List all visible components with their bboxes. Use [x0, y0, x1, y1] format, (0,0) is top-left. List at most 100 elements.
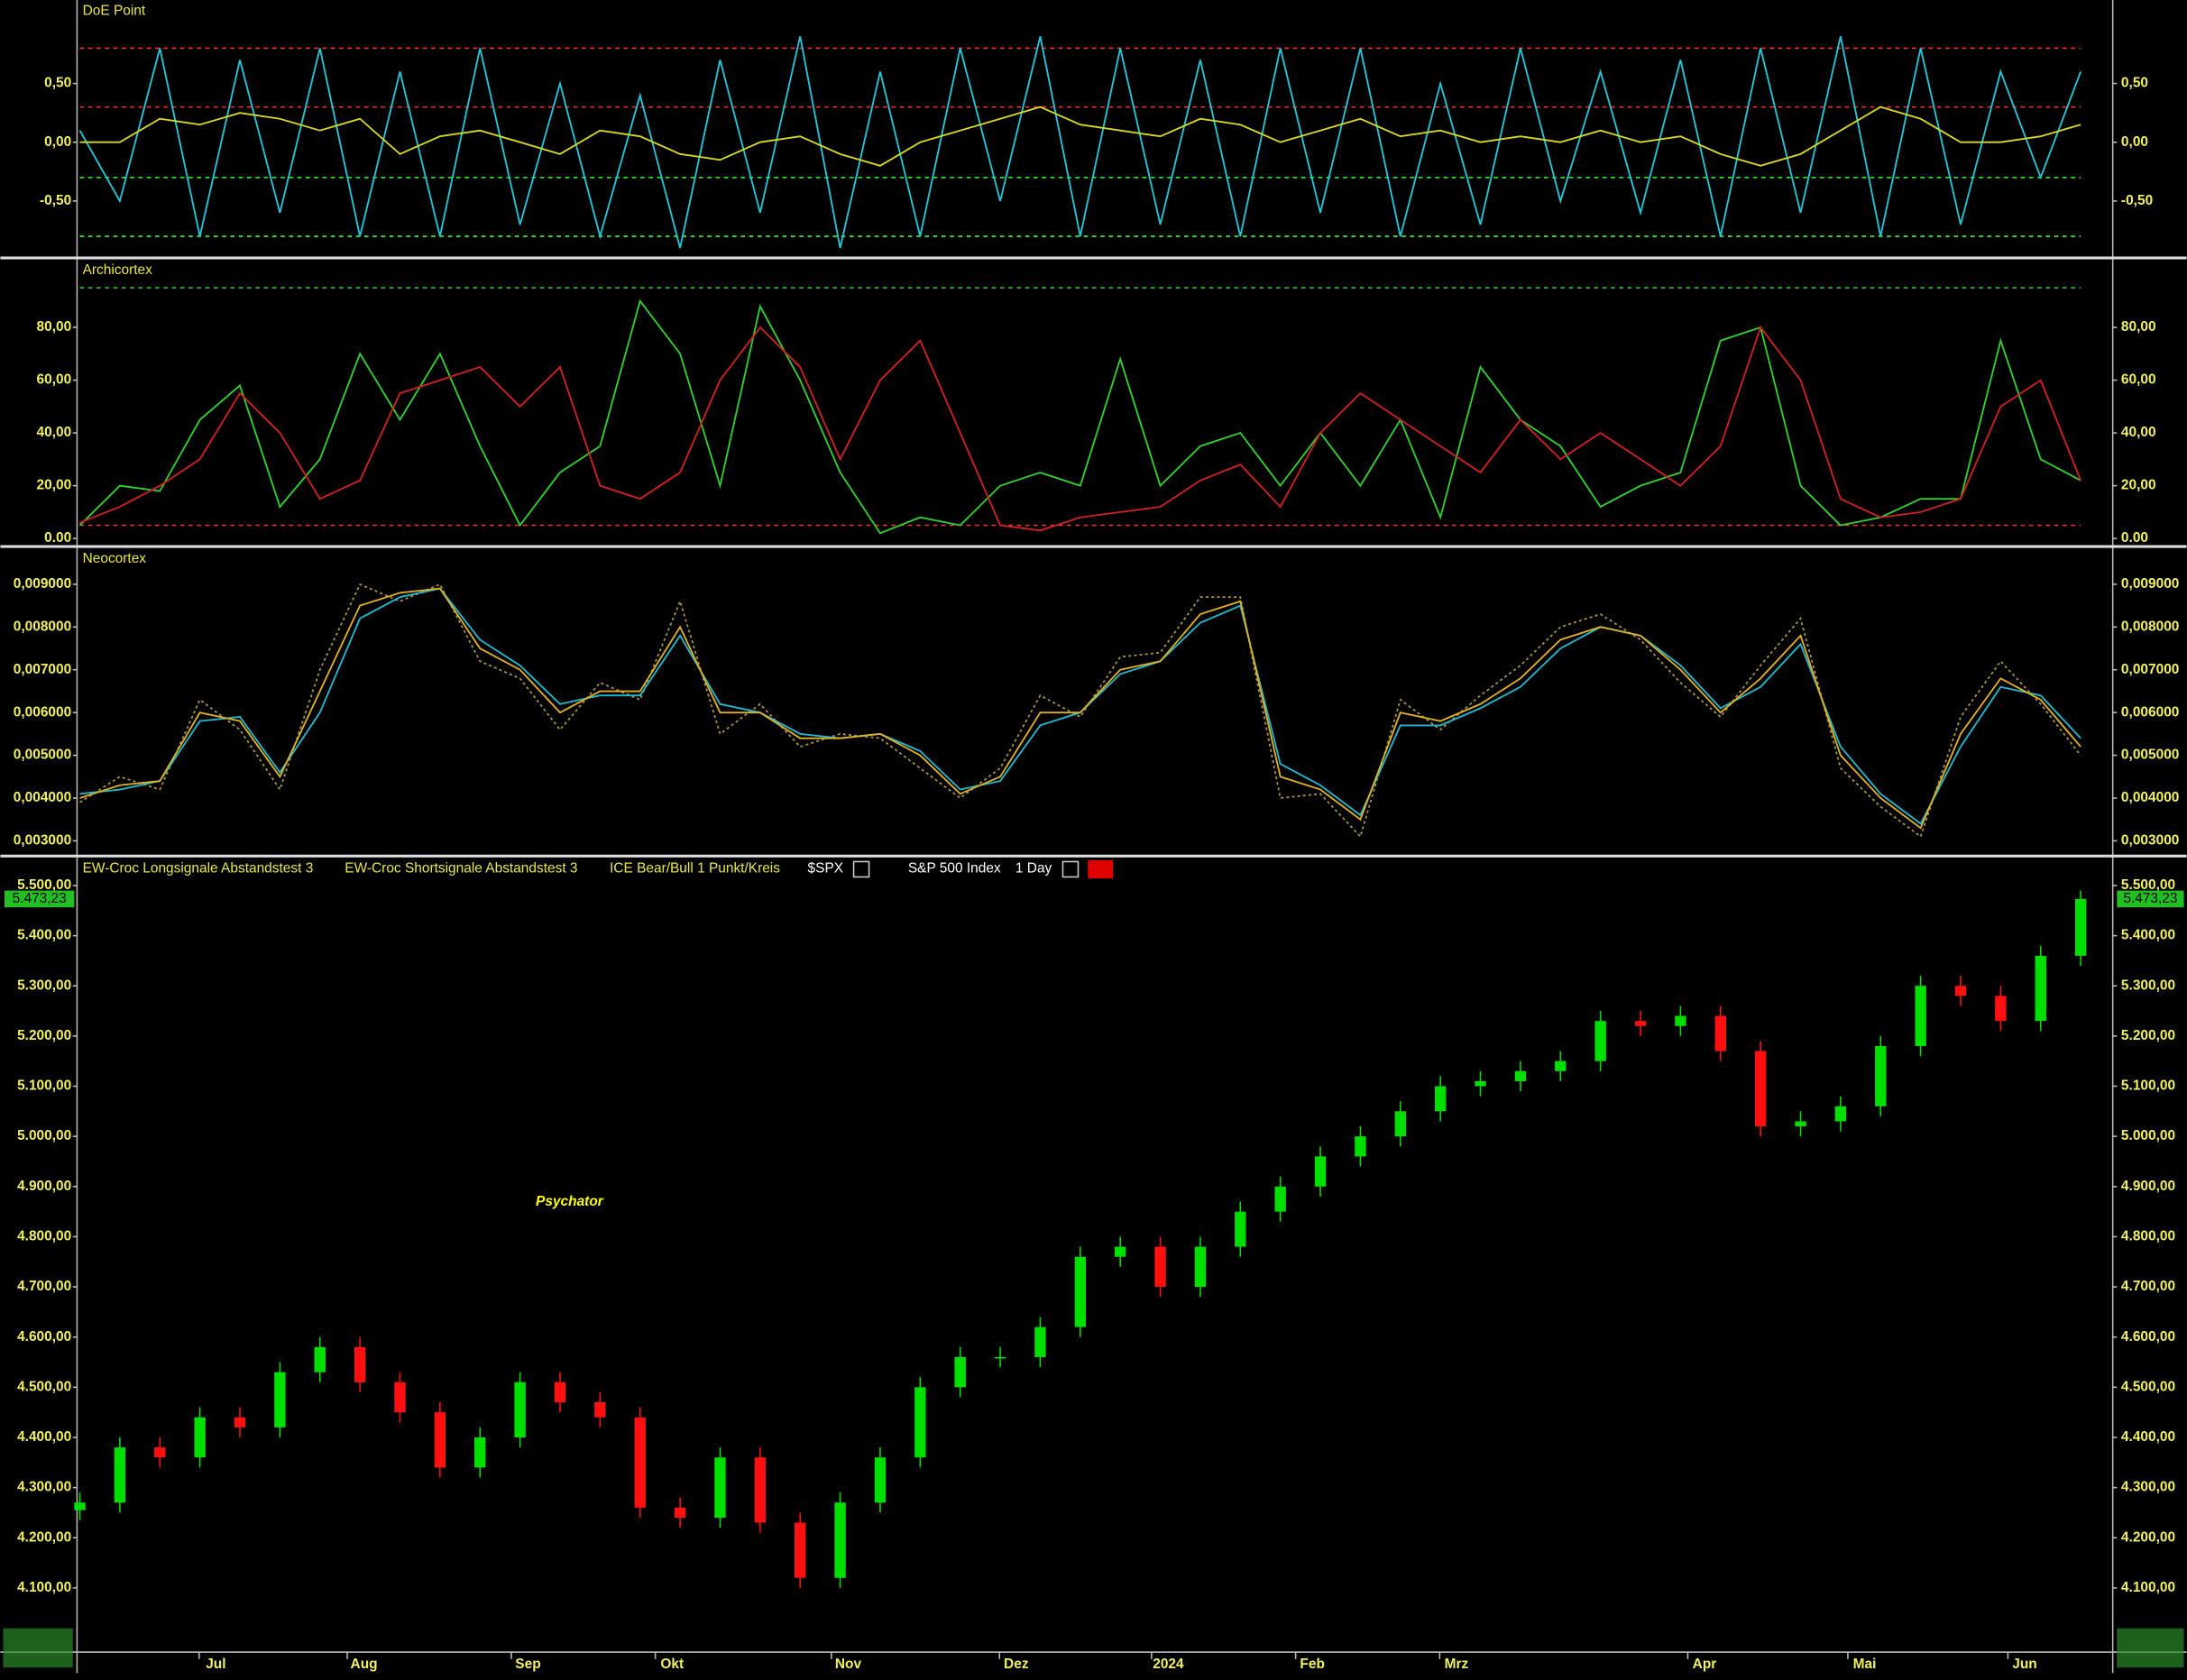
- y-tick-label: 0.00: [2121, 530, 2148, 546]
- candle-body: [434, 1412, 446, 1468]
- x-tick-label: Mrz: [1445, 1657, 1469, 1672]
- x-tick-label: Jun: [2012, 1657, 2036, 1672]
- x-tick-label: Nov: [835, 1657, 862, 1672]
- y-tick-label: 5.100,00: [2121, 1079, 2175, 1094]
- annotation: Psychator: [536, 1194, 604, 1209]
- y-tick-label: 0,005000: [14, 748, 71, 763]
- candle-body: [994, 1356, 1006, 1359]
- y-tick-label: 5.500,00: [2121, 877, 2175, 893]
- panel-title: Archicortex: [83, 262, 153, 278]
- y-tick-label: 60,00: [2121, 372, 2156, 388]
- y-tick-label: 0,00: [2121, 134, 2148, 150]
- candle-body: [1634, 1021, 1647, 1026]
- x-tick-label: Mai: [1853, 1657, 1877, 1672]
- panel-separator: [0, 256, 2187, 260]
- y-tick-label: 5.000,00: [17, 1128, 71, 1143]
- y-tick-label: 4.700,00: [17, 1279, 71, 1294]
- candle-body: [394, 1382, 406, 1413]
- dropdown-button: [852, 860, 870, 878]
- candle-body: [1034, 1327, 1046, 1357]
- candle-body: [2074, 898, 2087, 956]
- y-tick-label: 40,00: [2121, 425, 2156, 440]
- volume-widget: [2117, 1628, 2184, 1668]
- candle-body: [234, 1417, 246, 1428]
- candle-body: [1194, 1246, 1207, 1288]
- y-tick-label: 5.000,00: [2121, 1128, 2175, 1143]
- y-tick-label: 5.200,00: [2121, 1028, 2175, 1043]
- candle-body: [314, 1346, 326, 1372]
- candle-body: [1754, 1051, 1767, 1127]
- candle-body: [1875, 1046, 1887, 1106]
- y-tick-label: 5.400,00: [2121, 928, 2175, 943]
- x-tick-label: Feb: [1300, 1657, 1324, 1672]
- candle-body: [914, 1387, 926, 1458]
- candle-body: [1314, 1156, 1327, 1187]
- dropdown-button: [1061, 860, 1080, 878]
- candle-body: [354, 1346, 366, 1382]
- y-tick-label: 20,00: [37, 478, 72, 493]
- candle-body: [874, 1457, 887, 1503]
- y-tick-label: 0,009000: [2121, 576, 2179, 592]
- candle-body: [74, 1502, 86, 1510]
- candle-body: [1834, 1106, 1847, 1122]
- legend-entry: 1 Day: [1015, 860, 1052, 876]
- y-tick-label: 4.400,00: [17, 1429, 71, 1445]
- y-tick-label: 60,00: [37, 372, 72, 388]
- y-tick-label: 4.500,00: [2121, 1379, 2175, 1394]
- y-tick-label: 5.500,00: [17, 877, 71, 893]
- y-tick-label: 5.400,00: [17, 928, 71, 943]
- candle-body: [1594, 1021, 1606, 1061]
- candle-body: [514, 1382, 526, 1437]
- x-tick-label: Apr: [1693, 1657, 1717, 1672]
- candle-body: [1074, 1256, 1086, 1327]
- y-tick-label: 0,007000: [2121, 662, 2179, 677]
- x-tick-label: Jul: [206, 1657, 225, 1672]
- candle-body: [1555, 1060, 1567, 1071]
- candle-body: [114, 1447, 126, 1503]
- candle-body: [834, 1502, 846, 1578]
- y-tick-label: 5.300,00: [17, 978, 71, 993]
- candle-body: [1394, 1111, 1406, 1137]
- y-tick-label: 4.800,00: [2121, 1229, 2175, 1244]
- y-tick-label: 5.300,00: [2121, 978, 2175, 993]
- candle-body: [674, 1507, 686, 1518]
- y-tick-label: 40,00: [37, 425, 72, 440]
- candle-body: [474, 1437, 486, 1468]
- last-price-label: 5.473,23: [2123, 891, 2177, 906]
- candle-body: [554, 1382, 566, 1403]
- y-tick-label: -0,50: [40, 193, 71, 208]
- y-tick-label: 5.200,00: [17, 1028, 71, 1043]
- candle-body: [194, 1417, 206, 1458]
- panel-separator: [0, 545, 2187, 548]
- panel-separator: [0, 854, 2187, 858]
- candle-body: [954, 1356, 966, 1388]
- candle-body: [2035, 955, 2046, 1022]
- candle-body: [1514, 1070, 1527, 1081]
- candle-body: [1795, 1121, 1806, 1127]
- last-price-label: 5.473,23: [13, 891, 67, 906]
- y-tick-label: 4.500,00: [17, 1379, 71, 1394]
- x-tick-label: Okt: [660, 1657, 684, 1672]
- y-tick-label: 0,50: [2121, 76, 2148, 91]
- candle-body: [1434, 1086, 1447, 1112]
- y-tick-label: 0,009000: [14, 576, 71, 592]
- y-tick-label: 4.300,00: [17, 1480, 71, 1495]
- x-tick-label: Aug: [351, 1657, 378, 1672]
- candle-body: [594, 1402, 606, 1418]
- y-tick-label: 0,006000: [2121, 704, 2179, 720]
- candle-body: [1154, 1246, 1166, 1288]
- legend-entry: EW-Croc Longsignale Abstandstest 3: [83, 860, 314, 876]
- y-tick-label: 0,003000: [2121, 833, 2179, 849]
- indicator-line: [79, 587, 2081, 830]
- candle-body: [1995, 996, 2007, 1022]
- y-tick-label: 4.900,00: [17, 1179, 71, 1194]
- x-tick-label: Dez: [1004, 1657, 1029, 1672]
- y-tick-label: 4.900,00: [2121, 1179, 2175, 1194]
- indicator-line: [79, 106, 2081, 167]
- y-tick-label: 4.400,00: [2121, 1429, 2175, 1445]
- last-price-badge: [5, 890, 75, 908]
- candle-body: [1274, 1186, 1286, 1212]
- y-tick-label: 0,007000: [14, 662, 71, 677]
